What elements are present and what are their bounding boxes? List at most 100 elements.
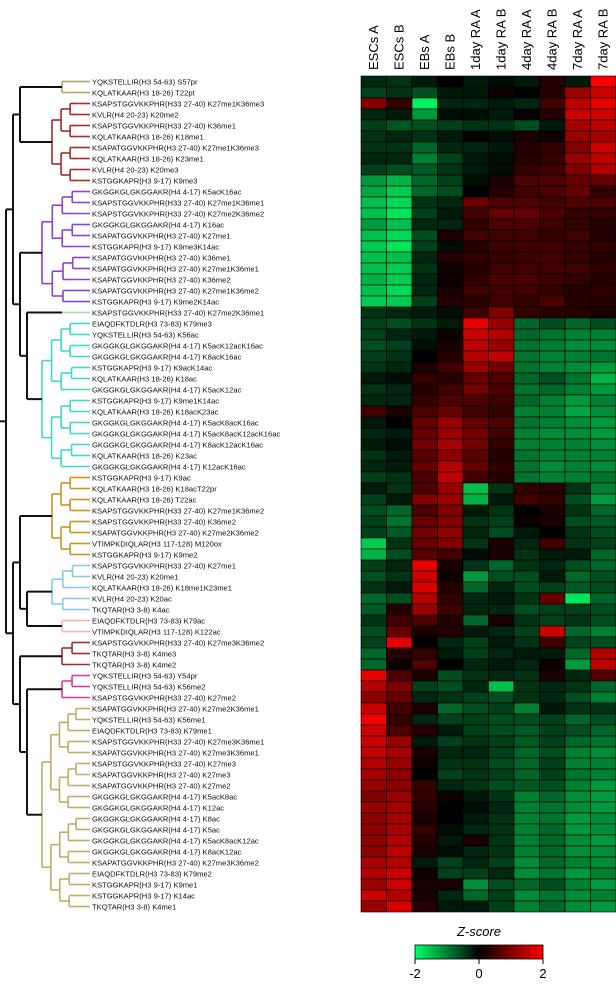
heatmap-cell bbox=[488, 834, 515, 847]
heatmap-cell bbox=[437, 779, 464, 792]
heatmap-cell bbox=[437, 581, 464, 594]
heatmap-cell bbox=[488, 416, 515, 429]
heatmap-cell bbox=[462, 75, 489, 88]
heatmap-cell bbox=[513, 493, 540, 506]
heatmap-cell bbox=[386, 119, 413, 132]
heatmap-cell bbox=[411, 724, 438, 737]
heatmap-cell bbox=[590, 702, 616, 715]
heatmap-cell bbox=[411, 823, 438, 836]
heatmap-cell bbox=[386, 460, 413, 473]
row-label: GKGGKGLGKGGAKR(H4 4-17) K16ac bbox=[92, 220, 224, 229]
heatmap-cell bbox=[360, 427, 387, 440]
heatmap-cell bbox=[411, 482, 438, 495]
heatmap-cell bbox=[590, 592, 616, 605]
heatmap-cell bbox=[513, 845, 540, 858]
heatmap-cell bbox=[411, 251, 438, 264]
heatmap-cell bbox=[462, 262, 489, 275]
heatmap-cell bbox=[488, 900, 515, 913]
heatmap-cell bbox=[564, 504, 591, 517]
heatmap-cell bbox=[386, 273, 413, 286]
heatmap-cell bbox=[590, 75, 616, 88]
heatmap-cell bbox=[590, 900, 616, 913]
heatmap-cell bbox=[360, 449, 387, 462]
row-label: KQLATKAAR(H3 18-26) K18ac bbox=[92, 374, 197, 383]
heatmap-cell bbox=[564, 185, 591, 198]
row-label: KSAPATGGVKKPHR(H3 27-40) K27me3 bbox=[92, 770, 231, 779]
heatmap-cell bbox=[590, 130, 616, 143]
heatmap-cell bbox=[360, 251, 387, 264]
heatmap-cell bbox=[539, 86, 566, 99]
heatmap-cell bbox=[488, 537, 515, 550]
heatmap-cell bbox=[590, 482, 616, 495]
column-label: 1day RA B bbox=[493, 9, 508, 70]
heatmap-cell bbox=[590, 779, 616, 792]
heatmap-cell bbox=[488, 801, 515, 814]
heatmap-cell bbox=[539, 141, 566, 154]
heatmap-cell bbox=[488, 691, 515, 704]
heatmap-cell bbox=[411, 240, 438, 253]
heatmap-cell bbox=[360, 438, 387, 451]
heatmap-cell bbox=[564, 779, 591, 792]
row-label: KSAPSTGGVKKPHR(H33 27-40) K27me1K36me3 bbox=[92, 99, 264, 108]
heatmap-cell bbox=[488, 867, 515, 880]
heatmap-cell bbox=[462, 119, 489, 132]
heatmap-cell bbox=[488, 295, 515, 308]
heatmap-cell bbox=[411, 119, 438, 132]
heatmap-cell bbox=[564, 174, 591, 187]
heatmap-cell bbox=[386, 196, 413, 209]
heatmap-cell bbox=[360, 130, 387, 143]
heatmap-cell bbox=[462, 449, 489, 462]
heatmap-cell bbox=[462, 383, 489, 396]
heatmap-cell bbox=[462, 889, 489, 902]
heatmap-cell bbox=[513, 174, 540, 187]
heatmap-cell bbox=[564, 449, 591, 462]
heatmap-cell bbox=[437, 361, 464, 374]
heatmap-cell bbox=[564, 900, 591, 913]
heatmap-cell bbox=[590, 724, 616, 737]
heatmap-cell bbox=[411, 174, 438, 187]
heatmap-cell bbox=[564, 724, 591, 737]
heatmap-cell bbox=[360, 273, 387, 286]
heatmap-cell bbox=[513, 768, 540, 781]
heatmap-cell bbox=[564, 691, 591, 704]
heatmap-cell bbox=[488, 174, 515, 187]
heatmap-cell bbox=[462, 812, 489, 825]
heatmap-cell bbox=[386, 548, 413, 561]
heatmap-cell bbox=[386, 647, 413, 660]
row-label: KSAPSTGGVKKPHR(H33 27-40) K27me2K36me2 bbox=[92, 209, 264, 218]
heatmap-cell bbox=[488, 262, 515, 275]
heatmap-cell bbox=[411, 416, 438, 429]
heatmap-cell bbox=[590, 845, 616, 858]
heatmap-cell bbox=[590, 152, 616, 165]
heatmap-cell bbox=[386, 636, 413, 649]
heatmap-cell bbox=[386, 185, 413, 198]
heatmap-cell bbox=[590, 691, 616, 704]
heatmap-cell bbox=[513, 735, 540, 748]
heatmap-cell bbox=[539, 306, 566, 319]
heatmap-cell bbox=[462, 845, 489, 858]
heatmap-cell bbox=[386, 779, 413, 792]
heatmap-cell bbox=[564, 383, 591, 396]
heatmap-cell bbox=[360, 240, 387, 253]
heatmap-cell bbox=[386, 559, 413, 572]
heatmap-cell bbox=[513, 449, 540, 462]
heatmap-cell bbox=[437, 526, 464, 539]
heatmap-cell bbox=[360, 207, 387, 220]
heatmap-cell bbox=[590, 86, 616, 99]
heatmap-cell bbox=[386, 394, 413, 407]
heatmap-cell bbox=[411, 647, 438, 660]
row-label: GKGGKGLGKGGAKR(H4 4-17) K12ac bbox=[92, 803, 224, 812]
column-label: 1day RA A bbox=[468, 9, 483, 70]
heatmap-cell bbox=[488, 438, 515, 451]
heatmap-cell bbox=[386, 482, 413, 495]
heatmap-cell bbox=[539, 328, 566, 341]
heatmap-cell bbox=[462, 504, 489, 517]
heatmap-cell bbox=[590, 680, 616, 693]
heatmap-cell bbox=[411, 273, 438, 286]
row-label: KSAPSTGGVKKPHR(H33 27-40) K27me3K36me2 bbox=[92, 638, 264, 647]
heatmap-cell bbox=[411, 141, 438, 154]
heatmap-cell bbox=[564, 284, 591, 297]
heatmap-cell bbox=[437, 845, 464, 858]
heatmap-cell bbox=[513, 152, 540, 165]
heatmap-cell bbox=[590, 834, 616, 847]
